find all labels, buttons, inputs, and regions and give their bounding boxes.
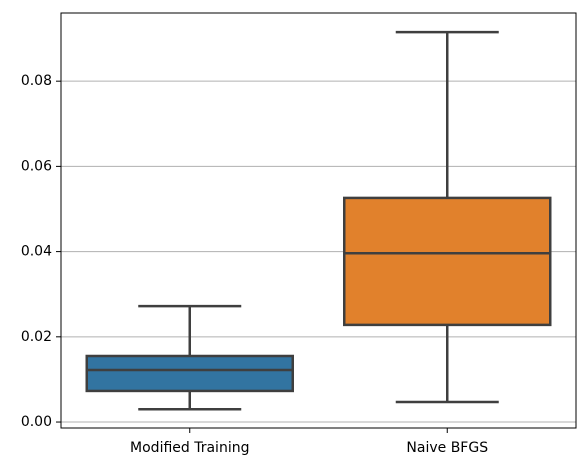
y-tick-label: 0.04 (21, 244, 52, 260)
box (343, 196, 552, 327)
x-tick-label: Modified Training (130, 440, 249, 456)
y-tick-label: 0.02 (21, 329, 52, 345)
y-tick-label: 0.00 (21, 414, 52, 430)
y-tick-label: 0.06 (21, 158, 52, 174)
y-tick-label: 0.08 (21, 73, 52, 89)
box (85, 354, 294, 393)
plot-frame (60, 12, 577, 429)
x-tick-label: Naive BFGS (406, 440, 488, 456)
